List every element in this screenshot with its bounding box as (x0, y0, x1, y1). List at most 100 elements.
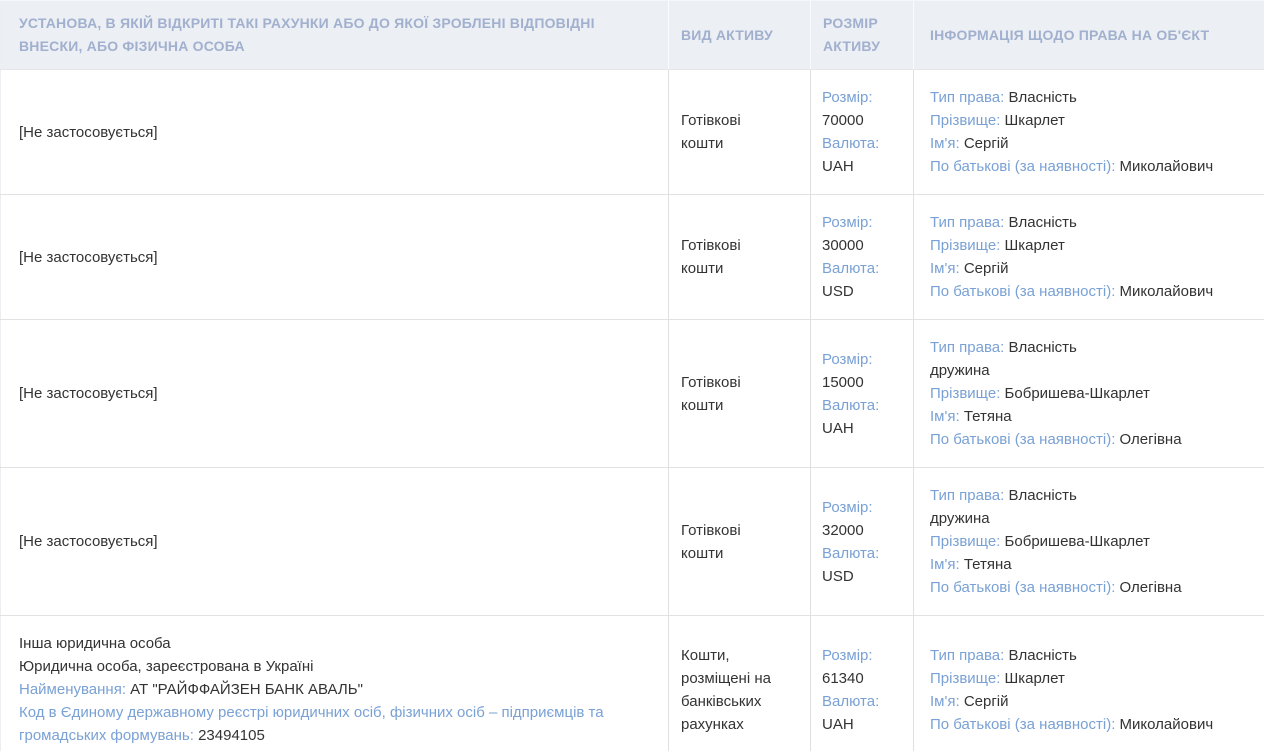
field-label: Ім'я: (930, 135, 960, 152)
asset-size-cell: Розмір: 61340 Валюта: UAH (810, 615, 914, 751)
field-value: дружина (930, 510, 990, 527)
field-value: Власність (1008, 339, 1077, 356)
field-label: Розмір: (822, 350, 873, 368)
field-label: Ім'я: (930, 556, 960, 573)
cell-line: [Не застосовується] (19, 121, 643, 144)
asset-size-cell: Розмір: 32000 Валюта: USD (810, 467, 914, 616)
cell-line: UAH (822, 155, 907, 178)
field-label: Тип права: (930, 487, 1005, 504)
cell-line: Прізвище: Шкарлет (930, 234, 1255, 257)
rights-cell: Тип права: Власність Прізвище: Шкарлет Ім'… (913, 615, 1264, 751)
field-label: Валюта: (822, 396, 880, 414)
field-value: UAH (822, 419, 854, 437)
cell-line: [Не застосовується] (19, 382, 643, 405)
cell-line: Тип права: Власність (930, 86, 1255, 109)
field-label: По батькові (за наявності): (930, 715, 1116, 733)
field-value: Шкарлет (1004, 237, 1065, 254)
field-label: Тип права: (930, 89, 1005, 106)
cell-line: Тип права: Власність (930, 484, 1255, 507)
field-value: UAH (822, 715, 854, 733)
field-label: Валюта: (822, 135, 880, 152)
institution-cell: [Не застосовується] (0, 319, 669, 468)
cell-line: дружина (930, 507, 1255, 530)
cell-line: 30000 (822, 234, 907, 257)
col-header-asset-size: РОЗМІР АКТИВУ (810, 0, 914, 70)
field-value: 70000 (822, 112, 864, 129)
cell-line: Ім'я: Тетяна (930, 553, 1255, 576)
rights-cell: Тип права: Власність дружина Прізвище: Боб… (913, 319, 1264, 468)
asset-type-text: Готівкові кошти (681, 112, 741, 152)
field-label: По батькові (за наявності): (930, 158, 1116, 175)
cell-line: Тип права: Власність (930, 336, 1255, 359)
cell-line: UAH (822, 713, 907, 736)
field-value: Миколайович (1119, 715, 1214, 733)
field-value: Сергій (963, 135, 1009, 152)
cell-line: Інша юридична особа (19, 632, 643, 655)
field-value: [Не застосовується] (19, 123, 158, 141)
field-label: Валюта: (822, 544, 880, 562)
asset-type-cell: Готівкові кошти (668, 319, 811, 468)
institution-cell: [Не застосовується] (0, 467, 669, 616)
field-label: Розмір: (822, 89, 873, 106)
cell-line: Тип права: Власність (930, 644, 1255, 667)
cell-line: Валюта: (822, 257, 907, 280)
cell-line: Розмір: (822, 86, 907, 109)
field-label: Ім'я: (930, 692, 960, 710)
field-label: Прізвище: (930, 533, 1001, 550)
field-label: Тип права: (930, 214, 1005, 231)
col-header-asset-type: ВИД АКТИВУ (668, 0, 811, 70)
cell-line: Прізвище: Шкарлет (930, 109, 1255, 132)
cell-line: Прізвище: Бобришева-Шкарлет (930, 530, 1255, 553)
field-value: Власність (1008, 646, 1077, 664)
field-label: Прізвище: (930, 237, 1001, 254)
field-value: Власність (1008, 487, 1077, 504)
cell-line: Валюта: (822, 394, 907, 417)
table-row: [Не застосовується] Готівкові кошти Розм… (0, 194, 1264, 320)
cell-line: Валюта: (822, 542, 907, 565)
cell-line: [Не застосовується] (19, 246, 643, 269)
asset-type-text: Готівкові кошти (681, 521, 741, 562)
field-value: Бобришева-Шкарлет (1004, 533, 1150, 550)
table-row: [Не застосовується] Готівкові кошти Розм… (0, 69, 1264, 195)
cell-line: По батькові (за наявності): Миколайович (930, 713, 1255, 736)
field-label: По батькові (за наявності): (930, 431, 1116, 448)
field-label: По батькові (за наявності): (930, 283, 1116, 300)
cell-line: По батькові (за наявності): Миколайович (930, 155, 1255, 178)
field-label: Тип права: (930, 646, 1005, 664)
cell-line: Ім'я: Сергій (930, 690, 1255, 713)
asset-size-cell: Розмір: 70000 Валюта: UAH (810, 69, 914, 195)
field-label: Ім'я: (930, 408, 960, 425)
cell-line: По батькові (за наявності): Миколайович (930, 280, 1255, 303)
field-label: Прізвище: (930, 112, 1001, 129)
cell-line: USD (822, 565, 907, 588)
field-label: Валюта: (822, 260, 880, 277)
field-value: 23494105 (198, 727, 265, 744)
header-row: УСТАНОВА, В ЯКІЙ ВІДКРИТІ ТАКІ РАХУНКИ А… (0, 0, 1264, 70)
field-value: 15000 (822, 373, 864, 391)
cell-line: Розмір: (822, 211, 907, 234)
asset-type-text: Готівкові кошти (681, 373, 741, 414)
table-row: Інша юридична особа Юридична особа, зареє… (0, 615, 1264, 751)
cell-line: [Не застосовується] (19, 530, 643, 553)
field-value: UAH (822, 158, 854, 175)
field-value: USD (822, 283, 854, 300)
cell-line: 61340 (822, 667, 907, 690)
institution-cell: Інша юридична особа Юридична особа, зареє… (0, 615, 669, 751)
cell-line: 70000 (822, 109, 907, 132)
cell-line: По батькові (за наявності): Олегівна (930, 576, 1255, 599)
asset-type-cell: Кошти, розміщені на банківських рахунках (668, 615, 811, 751)
col-header-institution: УСТАНОВА, В ЯКІЙ ВІДКРИТІ ТАКІ РАХУНКИ А… (0, 0, 669, 70)
field-value: Тетяна (963, 556, 1012, 573)
col-header-rights: ІНФОРМАЦІЯ ЩОДО ПРАВА НА ОБ'ЄКТ (913, 0, 1264, 70)
field-value: Власність (1008, 214, 1077, 231)
field-value: 30000 (822, 237, 864, 254)
asset-size-cell: Розмір: 15000 Валюта: UAH (810, 319, 914, 468)
table-body: [Не застосовується] Готівкові кошти Розм… (0, 69, 1264, 751)
cell-line: Розмір: (822, 348, 907, 371)
cell-line: Прізвище: Шкарлет (930, 667, 1255, 690)
table-row: [Не застосовується] Готівкові кошти Розм… (0, 467, 1264, 616)
cell-line: Валюта: (822, 132, 907, 155)
institution-cell: [Не застосовується] (0, 194, 669, 320)
field-value: 32000 (822, 521, 864, 539)
